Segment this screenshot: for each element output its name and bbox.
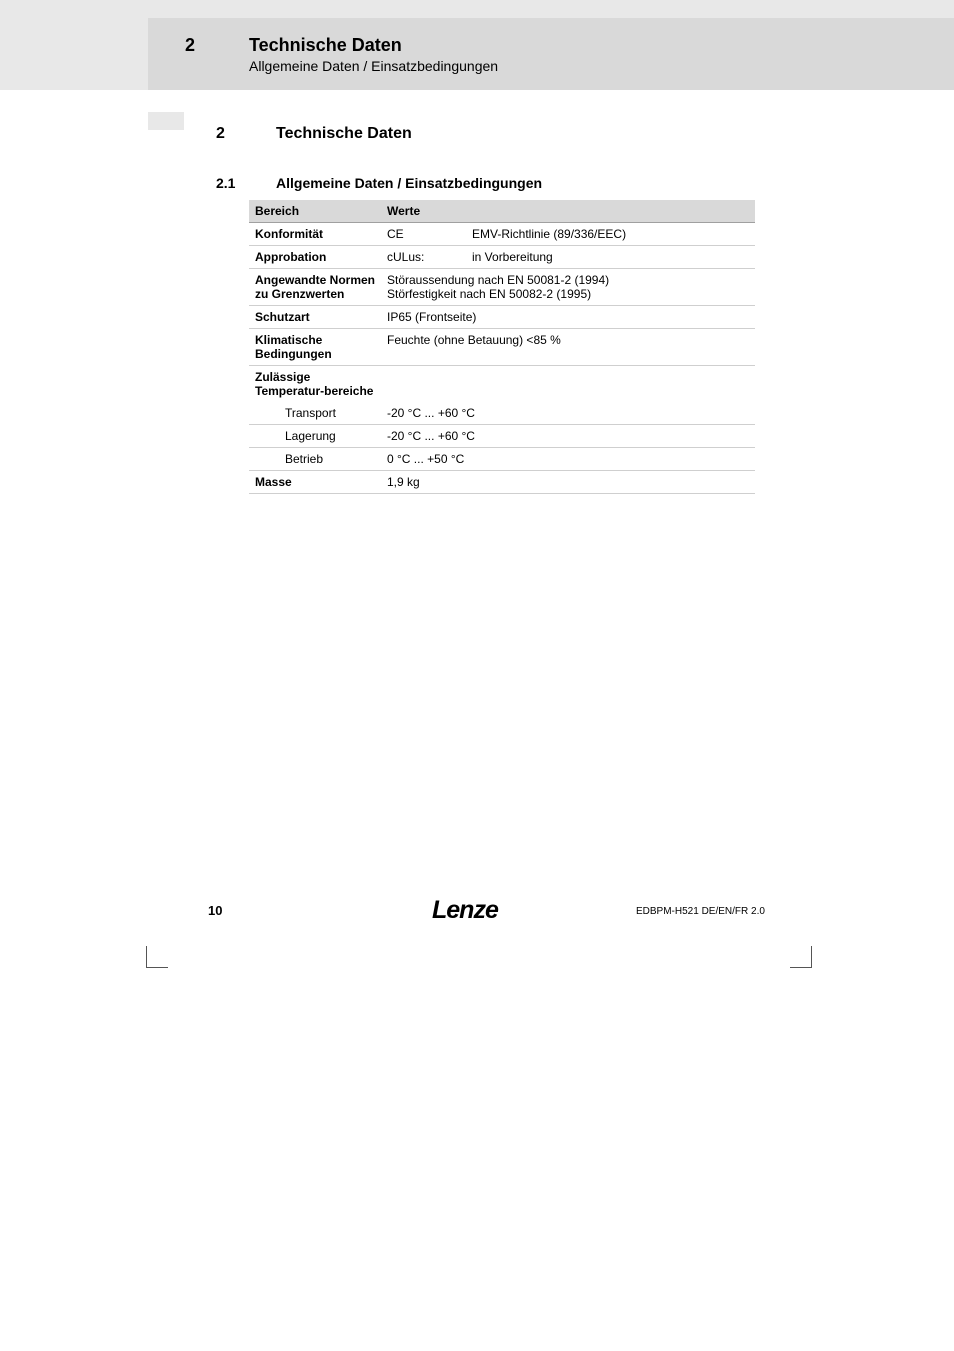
- table-row: Betrieb 0 °C ... +50 °C: [249, 448, 755, 471]
- cell-value: Störaussendung nach EN 50081-2 (1994) St…: [381, 269, 755, 306]
- header-chapter-sub: Allgemeine Daten / Einsatzbedingungen: [249, 58, 498, 74]
- table-head-werte: Werte: [381, 200, 755, 223]
- table-head-bereich: Bereich: [249, 200, 381, 223]
- cell-label: Klimatische Bedingungen: [249, 329, 381, 366]
- page-number: 10: [208, 903, 222, 918]
- table-row: Klimatische Bedingungen Feuchte (ohne Be…: [249, 329, 755, 366]
- table-header-row: Bereich Werte: [249, 200, 755, 223]
- cell-label: Masse: [249, 471, 381, 494]
- table-row: Konformität CE EMV-Richtlinie (89/336/EE…: [249, 223, 755, 246]
- cell-value: IP65 (Frontseite): [381, 306, 755, 329]
- table-row: Transport -20 °C ... +60 °C: [249, 402, 755, 425]
- crop-mark-bl: [146, 946, 168, 968]
- cell-label: Zulässige Temperatur-bereiche: [249, 366, 381, 403]
- table-row: Schutzart IP65 (Frontseite): [249, 306, 755, 329]
- cell-value: [381, 366, 755, 403]
- sidebar-tab: [148, 112, 184, 130]
- cell-label: Schutzart: [249, 306, 381, 329]
- table-row: Zulässige Temperatur-bereiche: [249, 366, 755, 403]
- cell-value: 0 °C ... +50 °C: [381, 448, 755, 471]
- crop-mark-br: [790, 946, 812, 968]
- cell-value: 1,9 kg: [381, 471, 755, 494]
- table-row: Lagerung -20 °C ... +60 °C: [249, 425, 755, 448]
- spec-table: Bereich Werte Konformität CE EMV-Richtli…: [249, 200, 755, 494]
- section-title: Technische Daten: [276, 125, 412, 143]
- table-row: Masse 1,9 kg: [249, 471, 755, 494]
- cell-label: Angewandte Normen zu Grenzwerten: [249, 269, 381, 306]
- cell-label: Transport: [249, 402, 381, 425]
- cell-value: Feuchte (ohne Betauung) <85 %: [381, 329, 755, 366]
- cell-value: in Vorbereitung: [466, 246, 755, 269]
- cell-value: cULus:: [381, 246, 466, 269]
- cell-value: EMV-Richtlinie (89/336/EEC): [466, 223, 755, 246]
- cell-value: CE: [381, 223, 466, 246]
- header-chapter-num: 2: [185, 35, 195, 56]
- cell-value: -20 °C ... +60 °C: [381, 402, 755, 425]
- cell-label: Lagerung: [249, 425, 381, 448]
- logo: Lenze: [432, 896, 498, 925]
- cell-label: Betrieb: [249, 448, 381, 471]
- document-reference: EDBPM-H521 DE/EN/FR 2.0: [636, 906, 765, 917]
- section-num: 2: [216, 125, 225, 143]
- subsection-title: Allgemeine Daten / Einsatzbedingungen: [276, 175, 542, 191]
- cell-label: Approbation: [249, 246, 381, 269]
- table-row: Approbation cULus: in Vorbereitung: [249, 246, 755, 269]
- cell-line: Störfestigkeit nach EN 50082-2 (1995): [387, 287, 591, 301]
- cell-line: Störaussendung nach EN 50081-2 (1994): [387, 273, 609, 287]
- subsection-num: 2.1: [216, 175, 235, 191]
- header-chapter-title: Technische Daten: [249, 35, 402, 56]
- cell-label: Konformität: [249, 223, 381, 246]
- table-row: Angewandte Normen zu Grenzwerten Störaus…: [249, 269, 755, 306]
- cell-value: -20 °C ... +60 °C: [381, 425, 755, 448]
